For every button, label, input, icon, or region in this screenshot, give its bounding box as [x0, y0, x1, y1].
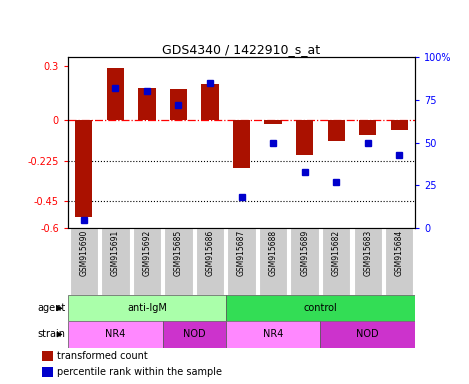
Text: NR4: NR4 [105, 329, 126, 339]
Bar [322, 228, 350, 295]
Text: strain: strain [38, 329, 66, 339]
Bar [106, 68, 124, 120]
Bar [201, 84, 219, 120]
Bar [133, 228, 161, 295]
Text: GSM915683: GSM915683 [363, 230, 372, 276]
Bar [391, 120, 408, 130]
Bar [196, 228, 224, 295]
Bar [296, 120, 313, 155]
Text: GSM915692: GSM915692 [143, 230, 151, 276]
Bar [227, 228, 256, 295]
Bar [354, 228, 382, 295]
Bar [69, 228, 98, 295]
Bar [327, 120, 345, 141]
Bar [359, 120, 377, 136]
Text: agent: agent [38, 303, 66, 313]
Bar [385, 228, 414, 295]
Text: GSM915684: GSM915684 [395, 230, 404, 276]
Bar [265, 120, 282, 124]
Text: anti-IgM: anti-IgM [127, 303, 167, 313]
Text: transformed count: transformed count [57, 351, 148, 361]
Bar [320, 321, 415, 348]
Text: percentile rank within the sample: percentile rank within the sample [57, 367, 222, 377]
Bar [170, 89, 187, 120]
Text: GSM915682: GSM915682 [332, 230, 340, 276]
Bar [259, 228, 287, 295]
Bar [164, 228, 193, 295]
Title: GDS4340 / 1422910_s_at: GDS4340 / 1422910_s_at [162, 43, 321, 56]
Text: NOD: NOD [356, 329, 379, 339]
Bar [290, 228, 319, 295]
Bar [163, 321, 226, 348]
Bar [138, 88, 156, 120]
Bar [68, 321, 163, 348]
Text: GSM915686: GSM915686 [205, 230, 214, 276]
Text: GSM915685: GSM915685 [174, 230, 183, 276]
Text: GSM915687: GSM915687 [237, 230, 246, 276]
Text: control: control [303, 303, 337, 313]
Text: GSM915688: GSM915688 [269, 230, 278, 276]
Text: NR4: NR4 [263, 329, 283, 339]
Text: NOD: NOD [183, 329, 205, 339]
Text: GSM915691: GSM915691 [111, 230, 120, 276]
Bar [226, 295, 415, 321]
Bar [42, 351, 53, 361]
Text: GSM915689: GSM915689 [300, 230, 309, 276]
Bar [42, 367, 53, 377]
Bar [226, 321, 320, 348]
Bar [233, 120, 250, 168]
Bar [68, 295, 226, 321]
Bar [101, 228, 129, 295]
Text: GSM915690: GSM915690 [79, 230, 88, 276]
Bar [75, 120, 92, 217]
